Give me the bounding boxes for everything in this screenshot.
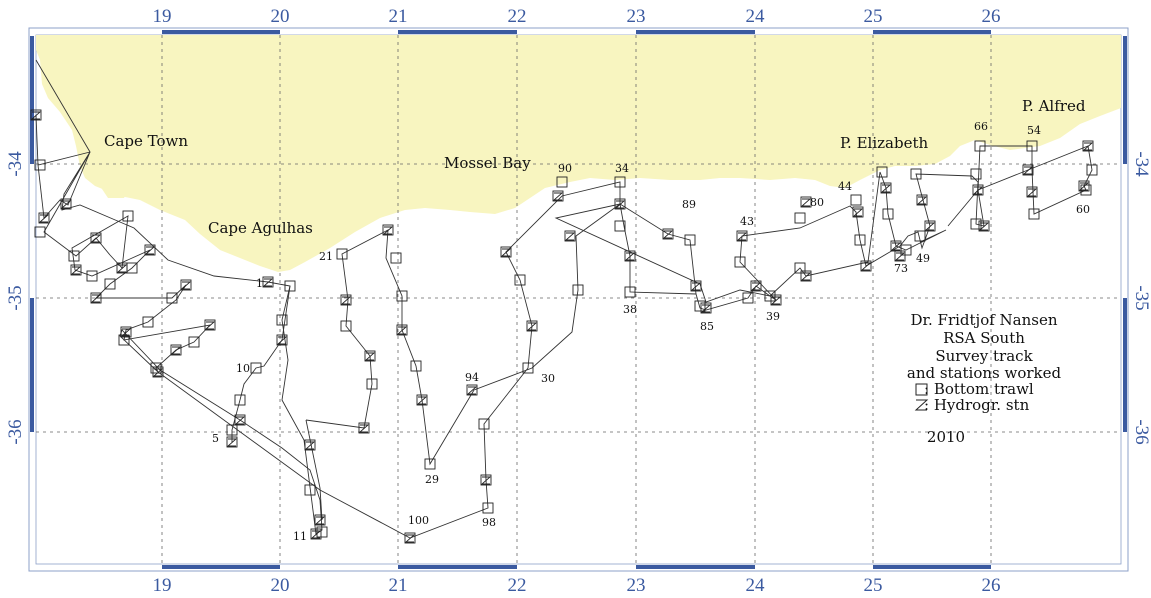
station-label: 49 xyxy=(916,252,930,265)
station-label: 80 xyxy=(810,196,824,209)
lat-label-right-36: -36 xyxy=(1131,419,1151,444)
station-label: 100 xyxy=(408,514,429,527)
longitude-labels-top: 19 20 21 22 23 24 25 26 xyxy=(153,6,1001,27)
legend-survey-track: Survey track xyxy=(935,347,1033,365)
station-label: 34 xyxy=(615,162,629,175)
place-cape-agulhas: Cape Agulhas xyxy=(208,219,313,237)
station-label: 43 xyxy=(740,215,754,228)
station-label: 66 xyxy=(974,120,988,133)
lat-label-left-34: -34 xyxy=(5,151,26,177)
frame-bar-horizontal xyxy=(398,30,517,34)
frame-bar-horizontal xyxy=(873,30,991,34)
place-p-elizabeth: P. Elizabeth xyxy=(840,134,928,152)
place-cape-town: Cape Town xyxy=(104,132,188,150)
frame-bar-vertical xyxy=(1123,36,1127,164)
lon-label-top-20: 20 xyxy=(271,6,290,27)
station-label: 11 xyxy=(293,530,307,543)
lon-label-top-25: 25 xyxy=(864,6,883,27)
station-label: 85 xyxy=(700,320,714,333)
station-label: 98 xyxy=(482,516,496,529)
station-label: 30 xyxy=(541,372,555,385)
lon-label-top-24: 24 xyxy=(746,6,766,27)
lon-label-bottom-22: 22 xyxy=(508,575,527,596)
station-label: 1 xyxy=(256,277,263,290)
station-label: 39 xyxy=(766,310,780,323)
longitude-labels-bottom: 19 20 21 22 23 24 25 26 xyxy=(153,575,1001,596)
frame-bar-vertical xyxy=(30,298,34,432)
station-label: 29 xyxy=(425,473,439,486)
lat-label-left-36: -36 xyxy=(5,419,26,444)
frame-bar-horizontal xyxy=(873,565,991,569)
latitude-labels-left: -34 -35 -36 xyxy=(5,151,26,445)
lon-label-bottom-23: 23 xyxy=(627,575,646,596)
station-label: 10 xyxy=(236,362,250,375)
frame-bar-horizontal xyxy=(162,30,280,34)
lon-label-bottom-25: 25 xyxy=(864,575,883,596)
lon-label-top-21: 21 xyxy=(389,6,408,27)
frame-bar-horizontal xyxy=(636,565,755,569)
station-label: 94 xyxy=(465,371,479,384)
lat-label-right-35: -35 xyxy=(1131,285,1151,310)
legend-region: RSA South xyxy=(943,329,1025,347)
lon-label-top-22: 22 xyxy=(508,6,527,27)
station-label: 60 xyxy=(1076,203,1090,216)
place-p-alfred: P. Alfred xyxy=(1022,97,1086,115)
station-label: 90 xyxy=(558,162,572,175)
frame-bar-horizontal xyxy=(398,565,517,569)
lon-label-bottom-19: 19 xyxy=(153,575,172,596)
place-mossel-bay: Mossel Bay xyxy=(444,154,531,172)
legend-vessel: Dr. Fridtjof Nansen xyxy=(910,311,1057,329)
station-label: 73 xyxy=(894,262,908,275)
lon-label-bottom-20: 20 xyxy=(271,575,290,596)
lon-label-top-26: 26 xyxy=(982,6,1001,27)
frame-bar-horizontal xyxy=(162,565,280,569)
lon-label-top-19: 19 xyxy=(153,6,172,27)
lat-label-left-35: -35 xyxy=(5,285,26,310)
legend-year: 2010 xyxy=(927,428,965,446)
station-label: 89 xyxy=(682,198,696,211)
station-label: 21 xyxy=(319,250,333,263)
frame-bar-vertical xyxy=(1123,298,1127,432)
lon-label-top-23: 23 xyxy=(627,6,646,27)
latitude-labels-right: -34 -35 -36 xyxy=(1131,151,1151,444)
station-label: 44 xyxy=(838,180,852,193)
legend-hydrographic-station: : Hydrogr. stn xyxy=(924,396,1030,414)
frame-bar-vertical xyxy=(30,36,34,164)
lon-label-bottom-21: 21 xyxy=(389,575,408,596)
lon-label-bottom-26: 26 xyxy=(982,575,1001,596)
station-label: 54 xyxy=(1027,124,1041,137)
frame-bar-horizontal xyxy=(636,30,755,34)
lat-label-right-34: -34 xyxy=(1131,151,1151,177)
station-label: 5 xyxy=(212,432,219,445)
station-label: 38 xyxy=(623,303,637,316)
lon-label-bottom-24: 24 xyxy=(746,575,766,596)
